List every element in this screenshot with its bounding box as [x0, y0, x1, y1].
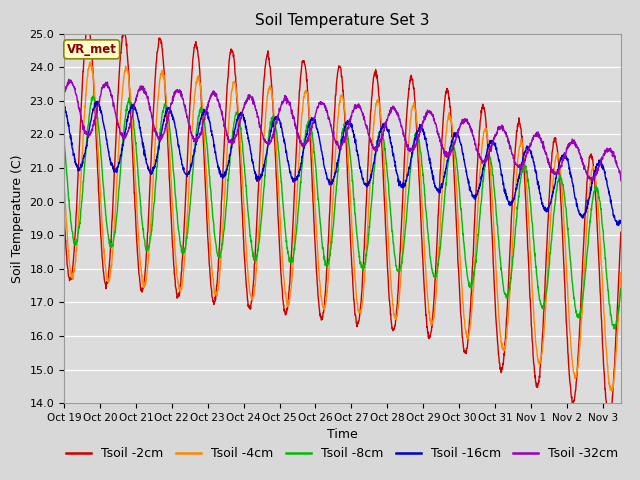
- Line: Tsoil -8cm: Tsoil -8cm: [64, 96, 621, 329]
- Tsoil -8cm: [601, 247, 609, 252]
- Tsoil -4cm: [617, 270, 625, 276]
- Tsoil -4cm: [608, 388, 616, 394]
- Tsoil -8cm: [89, 93, 97, 99]
- Tsoil -4cm: [86, 59, 93, 65]
- Tsoil -8cm: [499, 278, 506, 284]
- Tsoil -32cm: [617, 178, 625, 183]
- Tsoil -2cm: [89, 64, 97, 70]
- Tsoil -4cm: [89, 70, 97, 75]
- Tsoil -32cm: [89, 124, 97, 130]
- Tsoil -16cm: [94, 98, 102, 104]
- Tsoil -8cm: [316, 220, 324, 226]
- Tsoil -16cm: [499, 178, 506, 184]
- Tsoil -32cm: [499, 123, 506, 129]
- Tsoil -2cm: [605, 418, 613, 423]
- Tsoil -16cm: [331, 170, 339, 176]
- Tsoil -2cm: [601, 386, 609, 392]
- Line: Tsoil -32cm: Tsoil -32cm: [64, 79, 621, 181]
- Tsoil -32cm: [601, 147, 609, 153]
- Tsoil -32cm: [316, 100, 324, 106]
- Tsoil -8cm: [88, 96, 96, 101]
- Tsoil -2cm: [601, 381, 609, 386]
- Tsoil -8cm: [617, 286, 625, 291]
- Tsoil -32cm: [65, 76, 72, 82]
- Y-axis label: Soil Temperature (C): Soil Temperature (C): [11, 154, 24, 283]
- Tsoil -8cm: [331, 202, 339, 208]
- Tsoil -4cm: [499, 345, 506, 351]
- Tsoil -2cm: [316, 311, 324, 317]
- Tsoil -16cm: [601, 169, 609, 175]
- Tsoil -4cm: [601, 326, 609, 332]
- Tsoil -32cm: [588, 179, 596, 184]
- Tsoil -4cm: [316, 285, 324, 291]
- Tsoil -4cm: [60, 178, 68, 183]
- Tsoil -16cm: [88, 109, 96, 115]
- Tsoil -32cm: [60, 91, 68, 97]
- Tsoil -2cm: [499, 363, 506, 369]
- Title: Soil Temperature Set 3: Soil Temperature Set 3: [255, 13, 429, 28]
- Tsoil -4cm: [601, 319, 609, 324]
- Tsoil -2cm: [617, 229, 625, 235]
- Tsoil -4cm: [331, 157, 339, 163]
- X-axis label: Time: Time: [327, 429, 358, 442]
- Text: VR_met: VR_met: [67, 43, 116, 56]
- Tsoil -2cm: [60, 208, 68, 214]
- Tsoil -16cm: [316, 141, 324, 147]
- Line: Tsoil -4cm: Tsoil -4cm: [64, 62, 621, 391]
- Tsoil -16cm: [601, 170, 609, 176]
- Line: Tsoil -16cm: Tsoil -16cm: [64, 101, 621, 226]
- Tsoil -16cm: [60, 102, 68, 108]
- Line: Tsoil -2cm: Tsoil -2cm: [64, 27, 621, 420]
- Tsoil -2cm: [84, 24, 92, 30]
- Legend: Tsoil -2cm, Tsoil -4cm, Tsoil -8cm, Tsoil -16cm, Tsoil -32cm: Tsoil -2cm, Tsoil -4cm, Tsoil -8cm, Tsoi…: [61, 443, 623, 465]
- Tsoil -32cm: [331, 137, 339, 143]
- Tsoil -8cm: [611, 326, 619, 332]
- Tsoil -8cm: [60, 133, 68, 139]
- Tsoil -32cm: [602, 151, 609, 156]
- Tsoil -2cm: [331, 104, 339, 109]
- Tsoil -8cm: [601, 252, 609, 257]
- Tsoil -16cm: [615, 223, 623, 228]
- Tsoil -16cm: [617, 220, 625, 226]
